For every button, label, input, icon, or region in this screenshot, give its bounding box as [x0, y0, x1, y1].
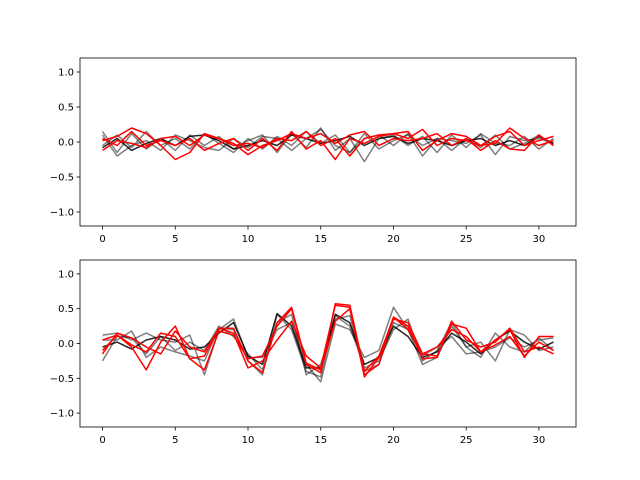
top-subplot: 0 5 10 15 20 25 30 −1.0 −0.5 0.0 0.5 1.0	[50, 57, 577, 245]
x-tick-label: 25	[460, 234, 473, 245]
series-line-5	[102, 303, 554, 374]
y-tick-label: 1.0	[58, 68, 74, 79]
series-group	[101, 303, 554, 383]
x-tick-label: 20	[387, 435, 400, 446]
y-tick-label: −0.5	[50, 173, 74, 184]
x-tick-label: 20	[387, 234, 400, 245]
x-tick-label: 10	[242, 435, 255, 446]
y-tick-label: −1.0	[50, 208, 74, 219]
bottom-subplot: 0 5 10 15 20 25 30 −1.0 −0.5 0.0 0.5 1.0	[50, 259, 577, 446]
y-tick-label: 1.0	[58, 269, 74, 280]
y-tick-label: 0.0	[58, 339, 74, 350]
y-tick-label: −1.0	[50, 409, 74, 420]
series-line-6	[101, 306, 554, 376]
y-tick-label: −0.5	[50, 374, 74, 385]
x-tick-label: 25	[460, 435, 473, 446]
y-tick-label: 0.0	[58, 138, 74, 149]
x-tick-label: 0	[99, 435, 105, 446]
x-tick-label: 30	[533, 435, 546, 446]
x-tick-label: 5	[172, 234, 178, 245]
x-tick-label: 0	[99, 234, 105, 245]
x-tick-label: 5	[172, 435, 178, 446]
series-line-2	[101, 128, 554, 157]
x-tick-label: 15	[314, 435, 327, 446]
y-tick-label: 0.5	[58, 304, 74, 315]
series-group	[101, 127, 554, 163]
series-line-4	[102, 127, 554, 161]
x-tick-label: 10	[242, 234, 255, 245]
x-tick-label: 15	[314, 234, 327, 245]
x-tick-label: 30	[533, 234, 546, 245]
y-tick-label: 0.5	[58, 103, 74, 114]
series-line-6	[102, 128, 554, 161]
